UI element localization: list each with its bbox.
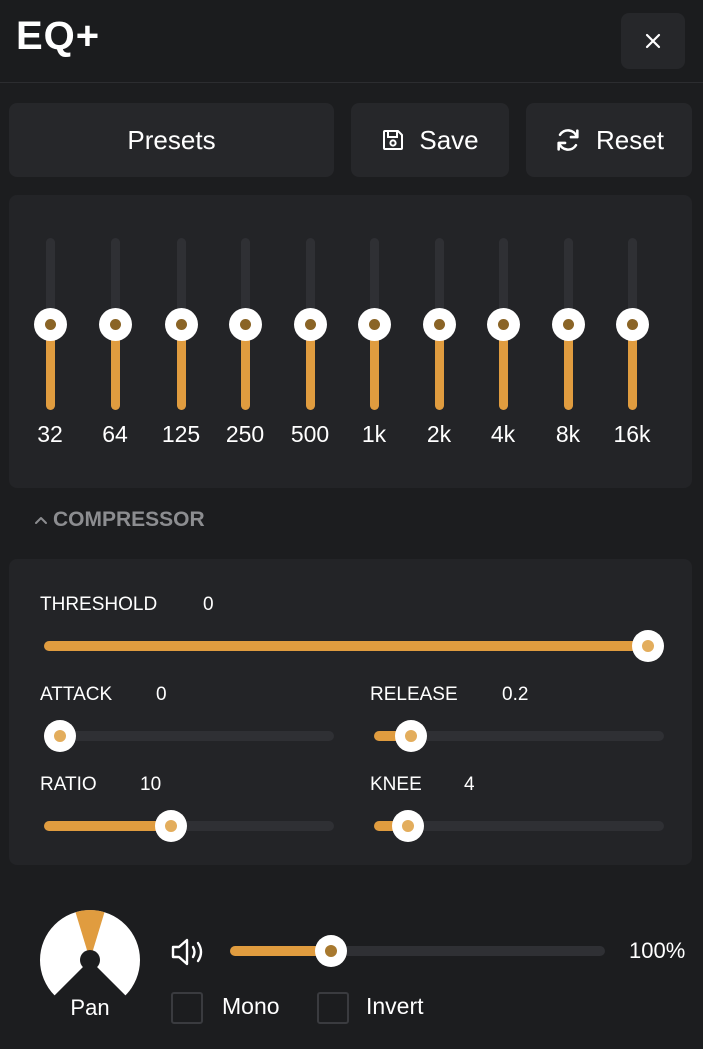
ratio-value: 10	[140, 774, 162, 795]
slider-fill	[230, 946, 332, 956]
eq-slider-thumb[interactable]	[34, 308, 67, 341]
slider-track	[44, 821, 334, 831]
ratio-slider[interactable]	[44, 809, 334, 843]
threshold-slider[interactable]	[44, 629, 664, 663]
eq-slider-thumb[interactable]	[229, 308, 262, 341]
reset-label: Reset	[596, 124, 664, 155]
floppy-disk-icon	[383, 130, 404, 150]
volume-percent: 100%	[629, 938, 686, 963]
eq-slider-fill	[499, 324, 508, 410]
eq-band-4k[interactable]: 4k	[473, 238, 533, 453]
eq-slider-fill	[177, 324, 186, 410]
eq-slider-thumb[interactable]	[99, 308, 132, 341]
eq-slider-fill	[628, 324, 637, 410]
pan-knob[interactable]	[39, 909, 141, 999]
eq-band-label: 16k	[613, 421, 651, 447]
eq-band-label: 1k	[361, 421, 387, 447]
eq-band-label: 4k	[490, 421, 516, 447]
eq-band-2k[interactable]: 2k	[409, 238, 469, 453]
save-button[interactable]: Save	[351, 103, 509, 177]
eq-slider-thumb[interactable]	[294, 308, 327, 341]
eq-band-label: 8k	[555, 421, 581, 447]
slider-thumb[interactable]	[154, 810, 187, 842]
reset-button[interactable]: Reset	[526, 103, 692, 177]
attack-value: 0	[156, 684, 167, 705]
presets-button[interactable]: Presets	[9, 103, 334, 177]
eq-band-label: 2k	[426, 421, 452, 447]
eq-slider-fill	[241, 324, 250, 410]
eq-slider-thumb[interactable]	[165, 308, 198, 341]
mono-checkbox[interactable]	[171, 992, 203, 1024]
eq-band-1k[interactable]: 1k	[344, 238, 404, 453]
eq-slider-thumb[interactable]	[616, 308, 649, 341]
eq-band-250[interactable]: 250	[215, 238, 275, 453]
eq-panel	[9, 195, 692, 488]
slider-fill	[374, 821, 409, 831]
eq-band-8k[interactable]: 8k	[538, 238, 598, 453]
ratio-label: RATIO	[40, 774, 97, 795]
eq-band-500[interactable]: 500	[280, 238, 340, 453]
compressor-section-label: COMPRESSOR	[53, 508, 205, 531]
release-slider[interactable]	[374, 719, 664, 753]
presets-label: Presets	[127, 124, 216, 155]
invert-label: Invert	[366, 993, 424, 1019]
eq-slider-fill	[564, 324, 573, 410]
slider-track	[374, 821, 664, 831]
eq-band-label: 250	[225, 421, 265, 447]
close-icon	[645, 33, 661, 49]
save-label: Save	[419, 124, 479, 155]
slider-fill	[374, 731, 411, 741]
knee-value: 4	[464, 774, 475, 795]
slider-fill	[44, 641, 648, 651]
pan-label: Pan	[70, 995, 110, 1020]
threshold-value: 0	[203, 594, 214, 615]
eq-band-32[interactable]: 32	[20, 238, 80, 453]
refresh-icon	[557, 129, 579, 151]
close-button[interactable]	[621, 13, 685, 69]
app-title: EQ+	[16, 14, 101, 58]
chevron-up-icon	[35, 517, 47, 524]
compressor-toggle[interactable]: COMPRESSOR	[33, 508, 205, 532]
slider-track	[44, 731, 334, 741]
release-label: RELEASE	[370, 684, 458, 705]
eq-band-64[interactable]: 64	[85, 238, 145, 453]
eq-band-label: 32	[37, 421, 63, 447]
eq-band-label: 125	[161, 421, 201, 447]
slider-thumb[interactable]	[44, 720, 76, 752]
slider-track	[230, 946, 605, 956]
eq-slider-fill	[435, 324, 444, 410]
eq-slider-thumb[interactable]	[358, 308, 391, 341]
threshold-label: THRESHOLD	[40, 594, 158, 615]
slider-thumb[interactable]	[315, 935, 348, 967]
compressor-panel	[9, 559, 692, 865]
eq-slider-fill	[370, 324, 379, 410]
attack-slider[interactable]	[44, 719, 334, 753]
slider-track	[374, 731, 664, 741]
volume-slider[interactable]	[230, 934, 605, 968]
eq-slider-fill	[306, 324, 315, 410]
eq-slider-thumb[interactable]	[487, 308, 520, 341]
knee-label: KNEE	[370, 774, 422, 795]
release-value: 0.2	[502, 684, 529, 705]
slider-thumb[interactable]	[392, 810, 425, 842]
mono-label: Mono	[222, 993, 280, 1019]
slider-fill	[44, 821, 171, 831]
eq-slider-thumb[interactable]	[552, 308, 585, 341]
eq-slider-fill	[111, 324, 120, 410]
attack-label: ATTACK	[40, 684, 113, 705]
eq-band-label: 500	[290, 421, 330, 447]
eq-band-16k[interactable]: 16k	[602, 238, 662, 453]
eq-slider-thumb[interactable]	[423, 308, 456, 341]
eq-slider-fill	[46, 324, 55, 410]
speaker-icon[interactable]	[170, 937, 206, 967]
invert-checkbox[interactable]	[317, 992, 349, 1024]
slider-thumb[interactable]	[394, 720, 427, 752]
eq-band-125[interactable]: 125	[151, 238, 211, 453]
eq-band-label: 64	[102, 421, 128, 447]
knee-slider[interactable]	[374, 809, 664, 843]
slider-thumb[interactable]	[632, 630, 664, 662]
app-header: EQ+	[0, 0, 703, 83]
